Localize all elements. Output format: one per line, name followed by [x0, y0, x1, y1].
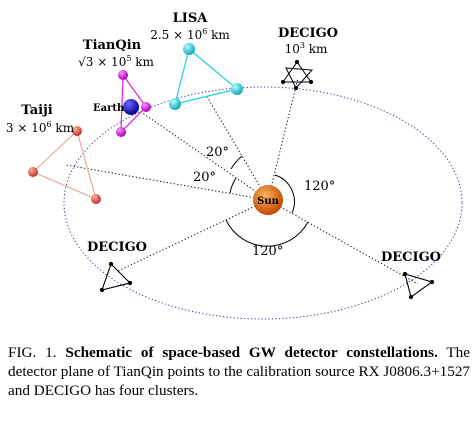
- taiji-spacecraft-2: [28, 167, 38, 177]
- angle-label-lisa: 20°: [206, 145, 229, 160]
- tianqin-arm-3: [120, 74, 124, 133]
- tianqin-spacecraft-3: [116, 127, 126, 137]
- lisa-size: 2.5 × 106 km: [150, 27, 230, 42]
- decigo-right-node: [408, 294, 414, 300]
- arc-right-120: [274, 174, 295, 214]
- tianqin-name: TianQin: [83, 38, 142, 53]
- decigo-top-node: [280, 79, 286, 85]
- arc-bottom-120: [225, 219, 309, 247]
- lisa-arm-3: [174, 48, 190, 105]
- line-to-taiji: [65, 164, 269, 201]
- lisa-spacecraft-3: [169, 98, 181, 110]
- line-to-decigo-right: [267, 199, 419, 285]
- decigo-top-cluster: [280, 59, 314, 91]
- lisa-constellation: [169, 43, 243, 110]
- line-to-decigo-left: [115, 199, 269, 273]
- decigo-top-node: [293, 85, 299, 91]
- decigo-left-node: [99, 287, 105, 293]
- sun-label: Sun: [257, 196, 279, 207]
- lisa-name: LISA: [173, 11, 209, 26]
- decigo-top-triangle-b: [285, 67, 314, 89]
- decigo-left-node: [127, 280, 133, 286]
- tianqin-arm-1: [122, 74, 147, 108]
- line-to-lisa: [205, 94, 269, 201]
- taiji-spacecraft-3: [91, 194, 101, 204]
- line-to-tianqin: [133, 106, 269, 201]
- decigo-left-node: [108, 261, 114, 267]
- caption-prefix: FIG. 1.: [8, 344, 57, 361]
- decigo-left-name: DECIGO: [87, 240, 147, 255]
- orbit-ellipse: [63, 86, 463, 320]
- sun-radial-lines: [65, 77, 419, 285]
- caption-body: The detector plane of TianQin points to …: [8, 344, 471, 400]
- decigo-top-node: [308, 79, 314, 85]
- decigo-top-node: [294, 59, 300, 65]
- decigo-right-name: DECIGO: [381, 250, 441, 265]
- angle-arcs: [225, 155, 309, 247]
- angle-label-bottom: 120°: [252, 244, 283, 259]
- earth-label: Earth: [93, 103, 125, 114]
- tianqin-spacecraft-2: [141, 102, 151, 112]
- taiji-arm-3: [76, 130, 97, 200]
- figure-caption: FIG. 1. Schematic of space-based GW dete…: [8, 343, 470, 401]
- lisa-spacecraft-2: [231, 83, 243, 95]
- decigo-right-node: [402, 271, 408, 277]
- angle-label-right: 120°: [304, 179, 335, 194]
- decigo-top-name: DECIGO: [278, 26, 338, 41]
- arc-tianqin-taiji: [229, 177, 237, 194]
- decigo-right-triangle: [404, 273, 434, 298]
- detector-constellation-figure: Sun Earth LISA 2.5 × 106 km TianQin √3 ×…: [6, 11, 463, 320]
- caption-title: Schematic of space-based GW detector con…: [65, 344, 438, 361]
- earth-sphere: [123, 99, 139, 115]
- taiji-arm-2: [32, 171, 97, 200]
- taiji-arm-1: [32, 130, 78, 173]
- decigo-right-cluster: [402, 271, 435, 300]
- taiji-size: 3 × 106 km: [6, 120, 75, 135]
- taiji-constellation: [28, 126, 101, 204]
- decigo-top-size: 103 km: [285, 41, 328, 56]
- tianqin-arm-2: [120, 106, 147, 133]
- lisa-arm-1: [188, 48, 238, 90]
- decigo-left-triangle: [101, 262, 132, 291]
- angle-label-taiji: 20°: [193, 170, 216, 185]
- decigo-right-node: [429, 279, 435, 285]
- taiji-spacecraft-1: [72, 126, 82, 136]
- tianqin-spacecraft-1: [118, 70, 128, 80]
- arc-lisa-tianqin: [230, 155, 243, 170]
- tianqin-size: √3 × 105 km: [78, 54, 154, 69]
- taiji-name: Taiji: [21, 103, 52, 118]
- tianqin-constellation: [116, 70, 151, 137]
- line-to-decigo-top: [267, 77, 299, 201]
- decigo-left-cluster: [99, 261, 133, 293]
- decigo-top-triangle-a: [282, 61, 312, 83]
- lisa-spacecraft-1: [183, 43, 195, 55]
- lisa-arm-2: [174, 88, 238, 105]
- sun-sphere: [253, 185, 283, 215]
